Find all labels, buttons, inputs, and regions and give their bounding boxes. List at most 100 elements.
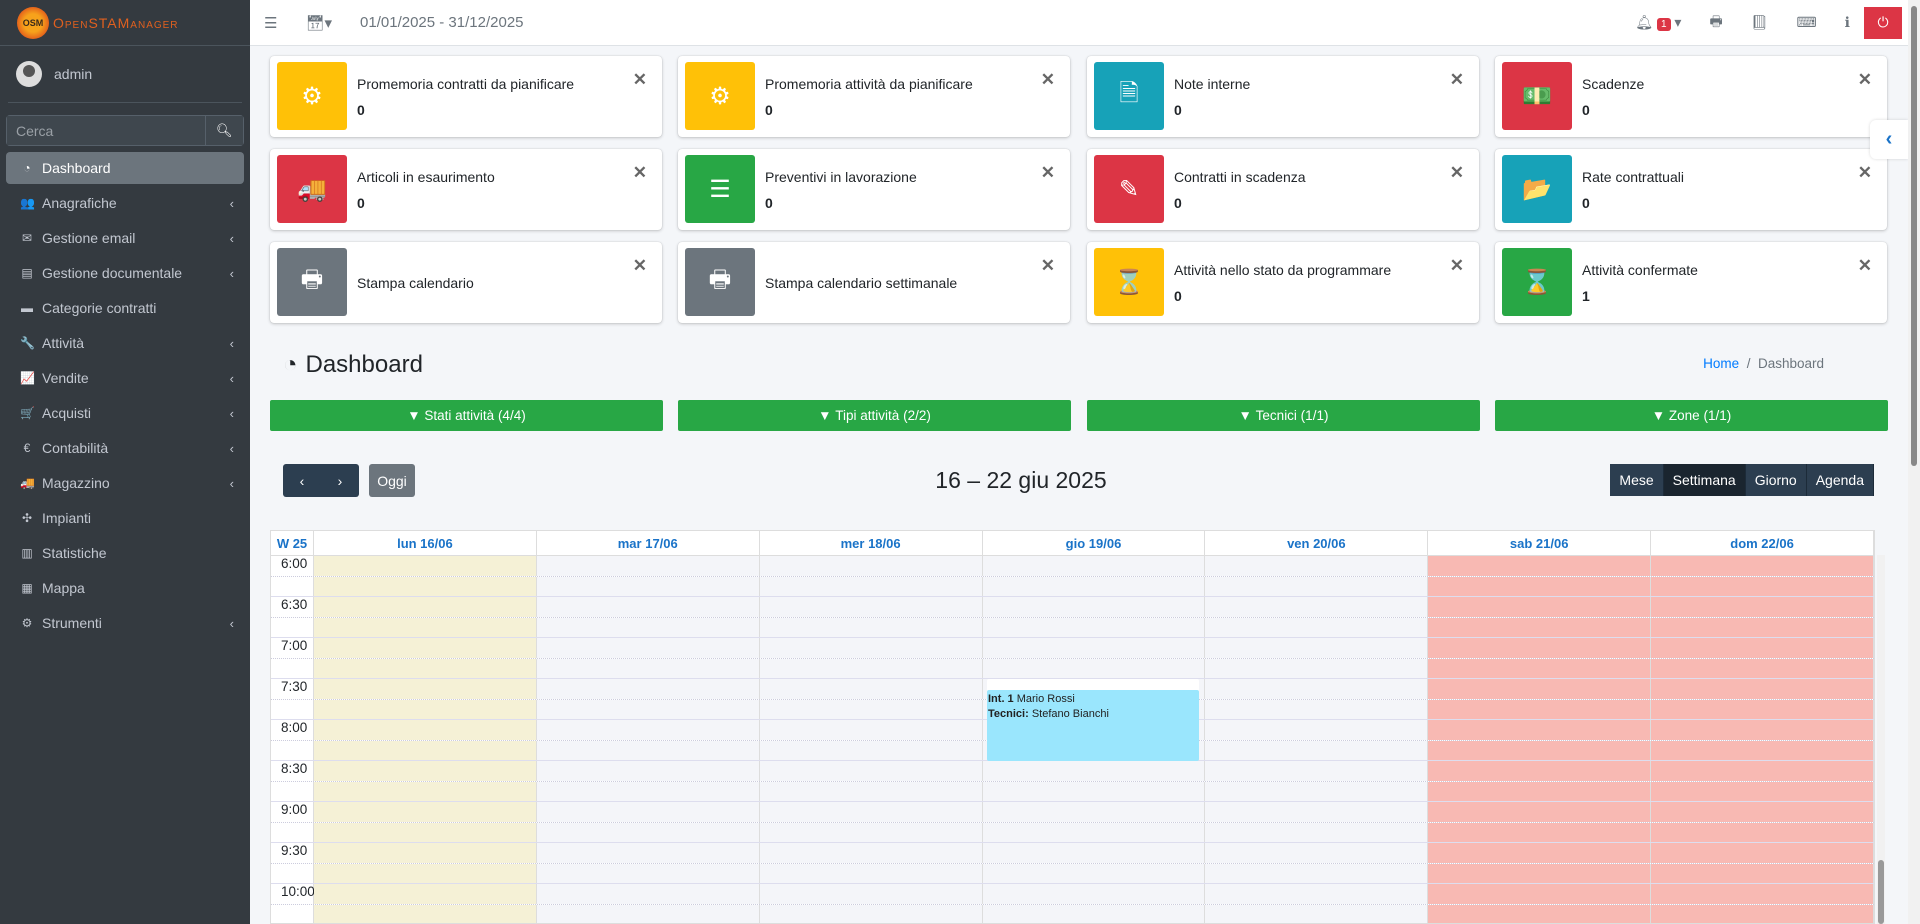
- day-cell[interactable]: [759, 843, 983, 863]
- day-cell[interactable]: [982, 884, 1206, 904]
- day-cell[interactable]: [982, 781, 1206, 801]
- logout-button[interactable]: ⏻: [1864, 6, 1902, 39]
- day-cell[interactable]: [982, 802, 1206, 822]
- day-header[interactable]: sab 21/06: [1428, 531, 1652, 555]
- day-cell[interactable]: [536, 802, 760, 822]
- day-cell[interactable]: [1205, 863, 1429, 883]
- day-cell[interactable]: [759, 761, 983, 781]
- breadcrumb-home[interactable]: Home: [1703, 356, 1740, 371]
- info-box-stampa-calendario[interactable]: 🖶 Stampa calendario ✕: [270, 242, 662, 323]
- day-cell[interactable]: [1428, 740, 1652, 760]
- day-cell[interactable]: [759, 822, 983, 842]
- day-cell[interactable]: [1428, 761, 1652, 781]
- view-agenda[interactable]: Agenda: [1806, 464, 1874, 496]
- day-cell[interactable]: [1428, 822, 1652, 842]
- info-box-stampa-calendario-settimanale[interactable]: 🖶 Stampa calendario settimanale ✕: [678, 242, 1070, 323]
- info-icon[interactable]: ℹ: [1844, 14, 1850, 30]
- day-cell[interactable]: [313, 843, 537, 863]
- view-settimana[interactable]: Settimana: [1663, 464, 1746, 496]
- user-name[interactable]: admin: [54, 66, 93, 82]
- day-cell[interactable]: [536, 863, 760, 883]
- day-cell[interactable]: [1205, 617, 1429, 637]
- close-icon[interactable]: ✕: [632, 70, 647, 89]
- day-cell[interactable]: [313, 679, 537, 699]
- day-cell[interactable]: [1651, 617, 1874, 637]
- day-cell[interactable]: [313, 720, 537, 740]
- close-icon[interactable]: ✕: [1449, 70, 1464, 89]
- day-cell[interactable]: [1651, 720, 1874, 740]
- calendar-scrollbar[interactable]: [1877, 555, 1885, 924]
- sidebar-item-acquisti[interactable]: 🛒 Acquisti ‹: [6, 397, 244, 429]
- day-header[interactable]: lun 16/06: [314, 531, 537, 555]
- day-cell[interactable]: [1205, 884, 1429, 904]
- logo[interactable]: OSM OpenSTAManager: [0, 0, 250, 46]
- day-cell[interactable]: [536, 761, 760, 781]
- day-cell[interactable]: [536, 843, 760, 863]
- day-cell[interactable]: [1205, 781, 1429, 801]
- close-icon[interactable]: ✕: [1449, 256, 1464, 275]
- sidebar-item-attivita[interactable]: 🔧 Attività ‹: [6, 327, 244, 359]
- day-cell[interactable]: [759, 863, 983, 883]
- day-cell[interactable]: [1428, 781, 1652, 801]
- scrollbar-thumb[interactable]: [1911, 6, 1917, 466]
- day-cell[interactable]: [1651, 597, 1874, 617]
- day-header[interactable]: dom 22/06: [1651, 531, 1874, 555]
- day-cell[interactable]: [1428, 720, 1652, 740]
- day-cell[interactable]: [1428, 658, 1652, 678]
- book-icon[interactable]: 📕︎: [1750, 14, 1769, 30]
- day-cell[interactable]: [536, 884, 760, 904]
- day-cell[interactable]: [759, 720, 983, 740]
- day-cell[interactable]: [759, 781, 983, 801]
- menu-toggle-icon[interactable]: ☰: [264, 14, 278, 32]
- sidebar-item-gestione-email[interactable]: ✉ Gestione email ‹: [6, 222, 244, 254]
- day-cell[interactable]: [536, 576, 760, 596]
- day-cell[interactable]: [982, 843, 1206, 863]
- day-cell[interactable]: [1205, 679, 1429, 699]
- day-cell[interactable]: [536, 556, 760, 576]
- day-cell[interactable]: [759, 699, 983, 719]
- close-icon[interactable]: ✕: [1040, 256, 1055, 275]
- day-header[interactable]: gio 19/06: [983, 531, 1206, 555]
- day-cell[interactable]: [982, 904, 1206, 923]
- day-cell[interactable]: [1428, 679, 1652, 699]
- day-cell[interactable]: [536, 699, 760, 719]
- day-cell[interactable]: [1205, 556, 1429, 576]
- day-cell[interactable]: [1205, 761, 1429, 781]
- day-cell[interactable]: [1205, 597, 1429, 617]
- day-cell[interactable]: [1428, 802, 1652, 822]
- sidebar-item-vendite[interactable]: 📈 Vendite ‹: [6, 362, 244, 394]
- day-cell[interactable]: [982, 822, 1206, 842]
- search-input[interactable]: [7, 116, 205, 145]
- day-cell[interactable]: [536, 904, 760, 923]
- day-cell[interactable]: [1651, 740, 1874, 760]
- day-cell[interactable]: [313, 904, 537, 923]
- day-cell[interactable]: [536, 740, 760, 760]
- day-cell[interactable]: [982, 576, 1206, 596]
- day-cell[interactable]: [313, 597, 537, 617]
- day-cell[interactable]: [536, 597, 760, 617]
- filter-button-tipi-attivita-2-2[interactable]: ▼ Tipi attività (2/2): [678, 400, 1071, 431]
- info-box-rate-contrattuali[interactable]: 📂 Rate contrattuali 0 ✕: [1495, 149, 1887, 230]
- day-cell[interactable]: [1651, 638, 1874, 658]
- day-cell[interactable]: [1428, 556, 1652, 576]
- day-cell[interactable]: [313, 617, 537, 637]
- filter-button-tecnici-1-1[interactable]: ▼ Tecnici (1/1): [1087, 400, 1480, 431]
- day-cell[interactable]: [1428, 843, 1652, 863]
- day-cell[interactable]: [759, 802, 983, 822]
- day-cell[interactable]: [1205, 843, 1429, 863]
- info-box-attivita-nello-stato-da-programmare[interactable]: ⌛ Attività nello stato da programmare 0 ✕: [1087, 242, 1479, 323]
- day-cell[interactable]: [1205, 576, 1429, 596]
- day-cell[interactable]: [1428, 904, 1652, 923]
- day-cell[interactable]: [1651, 863, 1874, 883]
- calendar-dropdown-icon[interactable]: 📅︎▾: [305, 14, 333, 32]
- view-giorno[interactable]: Giorno: [1745, 464, 1807, 496]
- day-cell[interactable]: [1428, 617, 1652, 637]
- day-cell[interactable]: [314, 884, 537, 904]
- sidebar-item-anagrafiche[interactable]: 👥 Anagrafiche ‹: [6, 187, 244, 219]
- day-cell[interactable]: [1651, 884, 1874, 904]
- day-cell[interactable]: [313, 576, 537, 596]
- info-box-note-interne[interactable]: 🗎 Note interne 0 ✕: [1087, 56, 1479, 137]
- day-cell[interactable]: [1651, 822, 1874, 842]
- filter-button-zone-1-1[interactable]: ▼ Zone (1/1): [1495, 400, 1888, 431]
- day-cell[interactable]: [1205, 740, 1429, 760]
